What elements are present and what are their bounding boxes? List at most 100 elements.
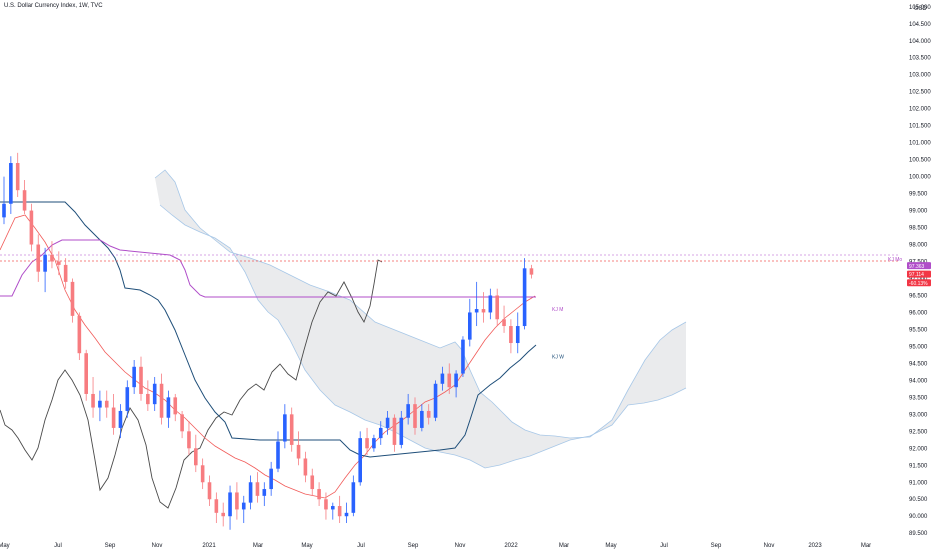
candle-body: [399, 417, 404, 445]
candle-body: [289, 414, 294, 445]
candle-body: [104, 400, 109, 408]
price-tick-label: 99.500: [909, 192, 928, 198]
time-tick-label: Mar: [253, 543, 263, 549]
candle-body: [433, 383, 438, 418]
price-tick-label: 90.000: [909, 514, 928, 520]
price-tick-label: 105.000: [909, 5, 931, 11]
price-tick-label: 102.500: [909, 90, 931, 96]
price-tick-label: 96.000: [909, 310, 928, 316]
price-tag-label: 97.114: [909, 272, 924, 278]
price-tick-label: 93.000: [909, 412, 928, 418]
candle-body: [420, 410, 424, 428]
candle-body: [36, 244, 41, 272]
candle-body: [194, 448, 198, 466]
candle-body: [426, 410, 431, 418]
candle-body: [262, 489, 267, 496]
candle-body: [187, 431, 191, 449]
price-tick-label: 101.000: [909, 141, 931, 147]
price-tick-label: 99.000: [909, 209, 928, 215]
price-tag: [907, 270, 931, 278]
time-tick-label: Sep: [105, 543, 116, 549]
candle-body: [358, 438, 362, 483]
candle-body: [241, 502, 246, 510]
price-tick-label: 103.500: [909, 56, 931, 62]
price-tick-label: 95.000: [909, 344, 928, 350]
candle-body: [269, 468, 273, 490]
price-tick-label: 91.500: [909, 463, 928, 469]
candle-body: [159, 383, 164, 418]
candle-body: [481, 309, 486, 313]
price-tick-label: 91.000: [909, 480, 928, 486]
time-tick-label: 2021: [202, 543, 216, 549]
candle-body: [440, 373, 445, 384]
line-annotation: KJ M: [552, 307, 563, 313]
candle-body: [146, 393, 150, 405]
candle-body: [77, 315, 82, 354]
price-tick-label: 98.000: [909, 243, 928, 249]
time-axis[interactable]: May Jul Sep Nov 2021 Mar May Jul Sep Nov 2022 Mar Ma…: [0, 543, 871, 549]
candle-body: [166, 397, 171, 418]
candle-body: [392, 417, 397, 445]
candle-body: [221, 512, 225, 517]
price-tag: [907, 279, 931, 287]
candle-body: [173, 397, 178, 415]
time-tick-label: May: [605, 543, 616, 549]
time-tick-label: Jul: [54, 543, 62, 549]
candle-body: [331, 506, 335, 510]
candle-body: [248, 482, 253, 503]
candle-body: [63, 264, 68, 282]
candle-body: [22, 190, 27, 211]
candle-body: [214, 499, 219, 513]
price-axis[interactable]: 89.500 90.000 90.500 91.000 91.500 92.000 92.5…: [907, 5, 931, 537]
candle-body: [468, 312, 472, 340]
candle-body: [9, 163, 13, 204]
candle-body: [372, 438, 376, 449]
time-tick-label: Nov: [764, 543, 775, 549]
candle-body: [344, 512, 349, 517]
candle-body: [337, 506, 342, 517]
candle-body: [276, 441, 280, 469]
annotations: KJ M KJ W KJ Mo: [552, 257, 902, 361]
candle-body: [406, 404, 410, 418]
candle-body: [461, 339, 465, 374]
candle-body: [132, 366, 136, 388]
time-tick-label: Nov: [455, 543, 466, 549]
candles: [2, 152, 534, 530]
time-tick-label: May: [301, 543, 312, 549]
candle-body: [200, 465, 205, 483]
candle-body: [207, 482, 212, 500]
candle-body: [529, 268, 534, 275]
candle-body: [152, 383, 157, 405]
candle-body: [317, 489, 321, 500]
candle-body: [522, 268, 527, 327]
price-tick-label: 92.000: [909, 446, 928, 452]
candle-body: [98, 400, 102, 408]
price-tag: [907, 262, 931, 270]
time-tick-label: Nov: [152, 543, 163, 549]
price-tick-label: 94.500: [909, 361, 928, 367]
candle-body: [515, 326, 520, 344]
candle-body: [139, 366, 143, 394]
time-tick-label: 2022: [504, 543, 518, 549]
candle-body: [488, 295, 493, 313]
price-tick-label: 90.500: [909, 497, 928, 503]
time-tick-label: May: [0, 543, 10, 549]
candle-body: [57, 261, 61, 265]
price-tick-label: 94.000: [909, 378, 928, 384]
price-tick-label: 96.500: [909, 293, 928, 299]
chart-title: U.S. Dollar Currency Index, 1W, TVC: [4, 3, 103, 9]
time-tick-label: Jul: [660, 543, 668, 549]
candle-body: [454, 373, 458, 388]
candle-body: [385, 417, 390, 428]
price-tick-label: 104.000: [909, 39, 931, 45]
candle-body: [509, 326, 513, 344]
price-tick-label: 89.500: [909, 531, 928, 537]
candle-body: [413, 404, 417, 428]
price-tag-label: -60.13%: [909, 281, 928, 287]
price-tick-label: 93.500: [909, 395, 928, 401]
lagging-span-line: [0, 259, 383, 509]
time-tick-label: 2023: [808, 543, 822, 549]
currency-label: USD: [914, 6, 927, 12]
candle-body: [111, 407, 116, 428]
